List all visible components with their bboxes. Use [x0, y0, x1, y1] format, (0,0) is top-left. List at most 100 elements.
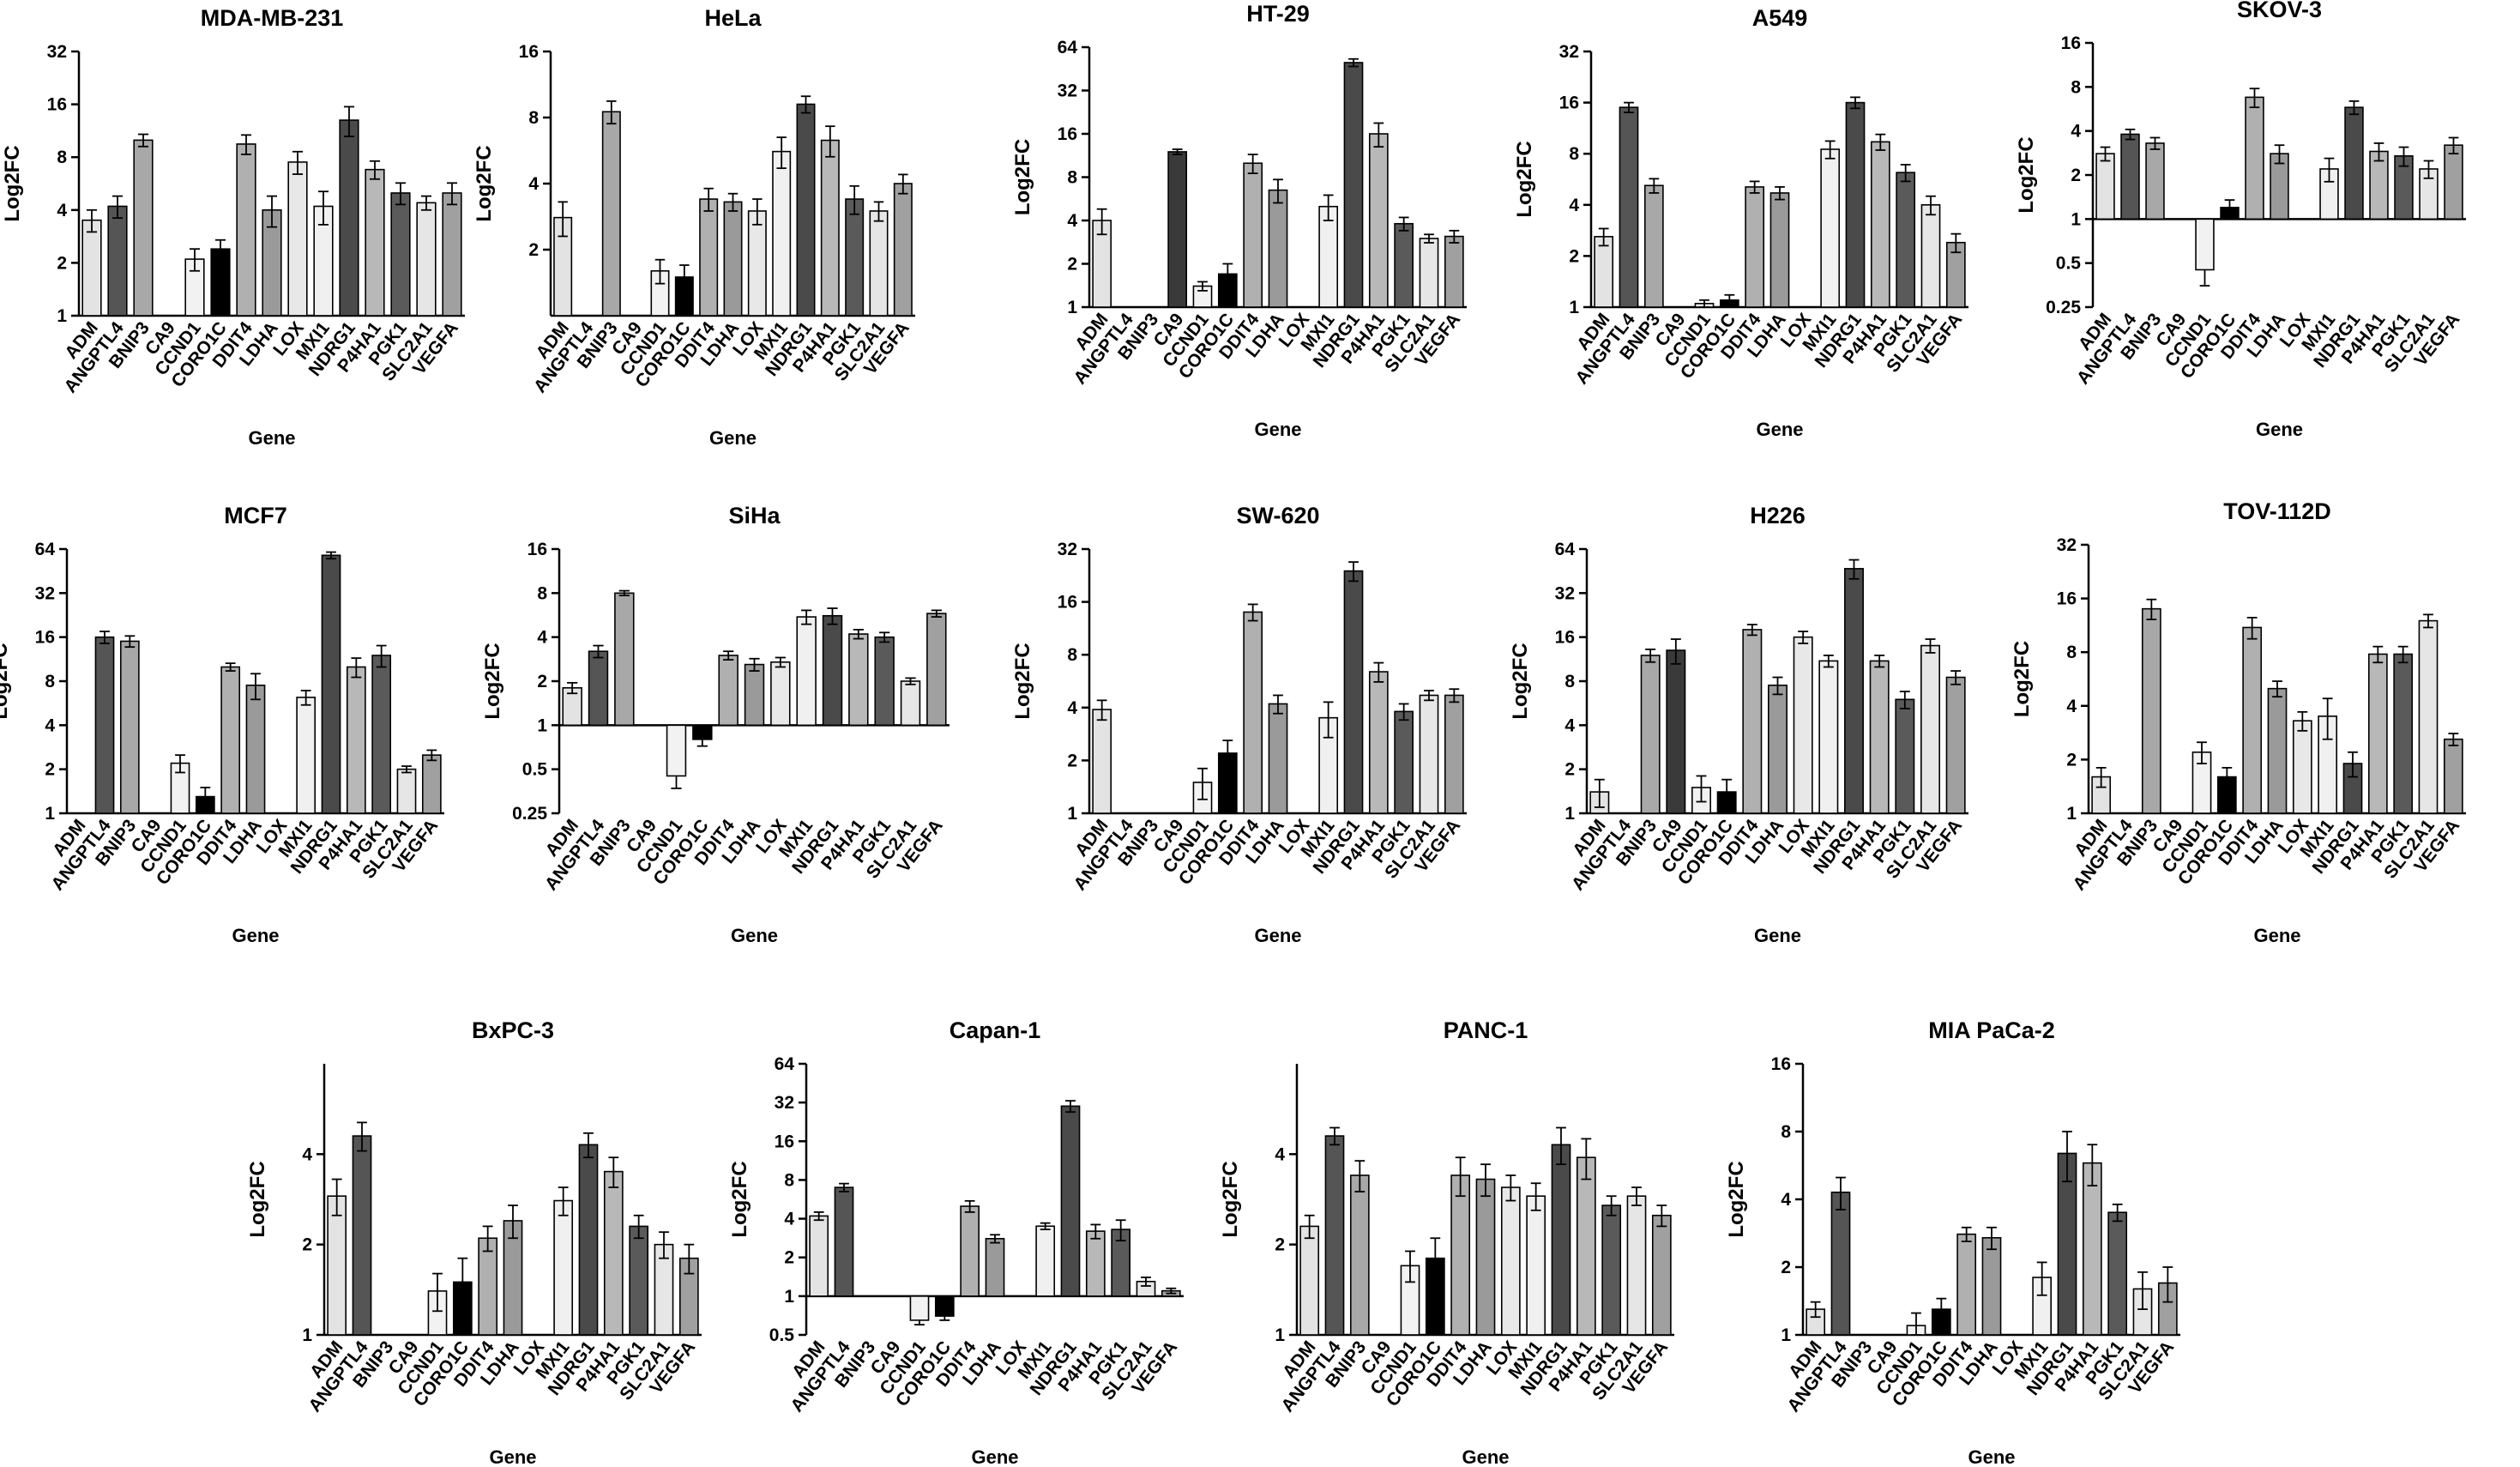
chart-title: SKOV-3 [2237, 0, 2322, 22]
bar-vegfa [1444, 694, 1464, 814]
y-tick-label: 4 [1067, 211, 1077, 231]
y-tick-label: 2 [1781, 1258, 1791, 1277]
y-axis-label: Log2FC [2015, 136, 2038, 213]
y-tick-label: 0.5 [522, 760, 548, 780]
y-tick-label: 8 [2071, 77, 2081, 97]
bar-lox [287, 161, 308, 317]
bar-angptl4 [834, 1186, 854, 1297]
y-tick-label: 1 [2071, 209, 2081, 229]
y-tick-label: 4 [1569, 196, 1579, 215]
bar-slc2a1 [1920, 644, 1940, 814]
bar-slc2a1 [869, 210, 889, 317]
chart-panel-siha: SiHaLog2FC0.250.5124816ADMANGPTL4BNIP3CA… [481, 503, 950, 946]
y-tick-label: 64 [775, 1054, 795, 1074]
bar-lox [1793, 636, 1813, 814]
bar-ddit4 [699, 198, 719, 317]
y-tick-label: 16 [47, 95, 67, 115]
bar-bnip3 [2145, 142, 2165, 220]
chart-panel-bxpc-3: BxPC-3Log2FC124ADMANGPTL4BNIP3CA9CCND1CO… [246, 1017, 702, 1467]
bar-bnip3 [614, 592, 635, 727]
x-axis-label: Gene [489, 1446, 536, 1467]
bar-slc2a1 [396, 768, 417, 814]
y-tick-label: 2 [1275, 1235, 1285, 1255]
y-tick-label: 1 [45, 804, 55, 824]
chart-title: Capan-1 [950, 1017, 1041, 1043]
x-axis-label: Gene [1756, 419, 1803, 440]
y-axis-label: Log2FC [246, 1161, 269, 1237]
y-tick-label: 8 [1564, 672, 1575, 691]
bar-vegfa [926, 613, 947, 727]
bar-adm [1092, 709, 1112, 814]
y-axis-label: Log2FC [728, 1161, 751, 1237]
bar-mxi1 [553, 1199, 574, 1336]
bar-mxi1 [1818, 660, 1839, 814]
bar-p4ha1 [346, 666, 366, 814]
bar-p4ha1 [820, 139, 840, 317]
y-axis-label: Log2FC [0, 643, 12, 719]
y-axis-label: Log2FC [1725, 1161, 1748, 1237]
y-tick-label: 0.25 [2046, 298, 2081, 317]
y-tick-label: 8 [784, 1170, 794, 1190]
y-tick-label: 16 [1058, 593, 1077, 613]
y-tick-label: 4 [1067, 698, 1077, 718]
chart-title: MIA PaCa-2 [1928, 1017, 2055, 1043]
chart-title: PANC-1 [1444, 1017, 1528, 1043]
bar-pgk1 [1394, 710, 1414, 814]
chart-title: MCF7 [224, 503, 287, 528]
bar-mxi1 [772, 150, 792, 317]
y-tick-label: 4 [528, 174, 539, 194]
bar-ldha [985, 1238, 1005, 1297]
chart-title: SiHa [728, 503, 781, 528]
bar-bnip3 [2141, 607, 2161, 814]
bar-ddit4 [1956, 1233, 1977, 1336]
y-tick-label: 8 [537, 583, 547, 603]
bar-ca9 [1666, 649, 1686, 814]
bar-ndrg1 [822, 614, 843, 727]
bar-adm [1594, 236, 1614, 308]
y-tick-label: 32 [1058, 540, 1077, 559]
bar-ldha [1768, 684, 1788, 814]
y-tick-label: 2 [1564, 760, 1575, 780]
chart-panel-panc-1: PANC-1Log2FC124ADMANGPTL4BNIP3CA9CCND1CO… [1219, 1017, 1674, 1467]
y-tick-label: 8 [1569, 144, 1579, 164]
y-tick-label: 0.5 [2056, 254, 2082, 274]
y-tick-label: 2 [528, 240, 539, 260]
bar-pgk1 [390, 192, 411, 317]
bar-pgk1 [1895, 698, 1915, 814]
y-tick-label: 8 [45, 672, 55, 691]
y-tick-label: 4 [45, 715, 55, 735]
y-axis-label: Log2FC [1509, 643, 1532, 719]
y-tick-label: 32 [775, 1093, 794, 1113]
bar-bnip3 [119, 640, 140, 814]
bar-p4ha1 [1576, 1156, 1596, 1336]
bar-lox [2292, 720, 2312, 814]
bar-ddit4 [1742, 629, 1763, 814]
y-tick-label: 8 [1067, 168, 1077, 188]
bar-ldha [723, 201, 743, 317]
chart-panel-h226: H226Log2FC1248163264ADMANGPTL4BNIP3CA9CC… [1509, 503, 1968, 946]
x-axis-label: Gene [2253, 925, 2300, 946]
bar-angptl4 [107, 205, 128, 317]
bar-slc2a1 [1626, 1195, 1647, 1336]
y-tick-label: 4 [302, 1144, 312, 1164]
bar-angptl4 [1619, 106, 1639, 308]
y-tick-label: 16 [528, 540, 547, 559]
chart-title: HT-29 [1246, 1, 1310, 27]
chart-title: TOV-112D [2223, 498, 2331, 524]
y-tick-label: 1 [57, 306, 67, 326]
y-tick-label: 1 [1275, 1325, 1285, 1345]
bar-ccnd1 [909, 1295, 930, 1321]
bar-adm [81, 219, 102, 317]
bar-ldha [2267, 687, 2288, 814]
y-tick-label: 1 [1564, 804, 1575, 824]
bar-bnip3 [1643, 184, 1664, 308]
bar-p4ha1 [603, 1170, 624, 1336]
y-tick-label: 8 [528, 108, 539, 128]
bar-slc2a1 [416, 202, 437, 317]
bar-ldha [1268, 189, 1288, 308]
bar-lox [747, 210, 767, 317]
y-tick-label: 16 [1771, 1054, 1791, 1074]
chart-panel-tov-112d: TOV-112DLog2FC12481632ADMANGPTL4BNIP3CA9… [2011, 498, 2466, 946]
bar-mxi1 [1035, 1225, 1056, 1297]
